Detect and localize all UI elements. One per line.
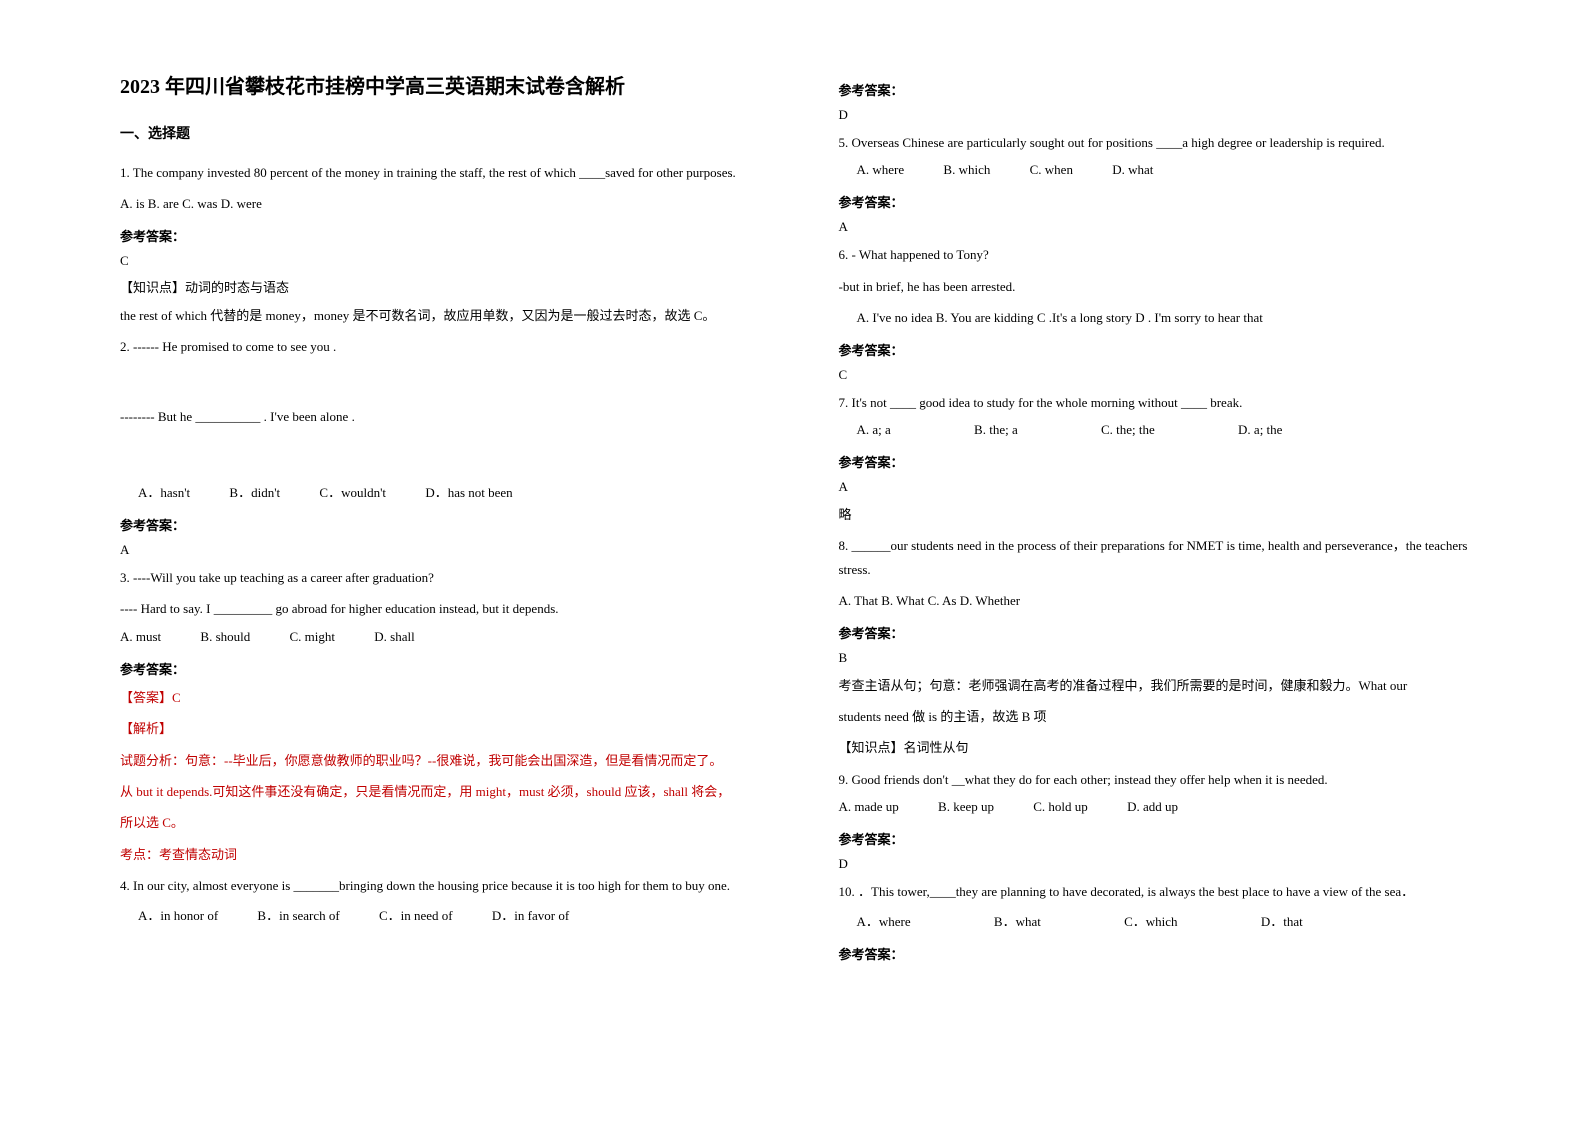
q6-answer: C bbox=[839, 367, 1478, 383]
q7-opt-b: B. the; a bbox=[974, 422, 1018, 438]
q5-answer: A bbox=[839, 219, 1478, 235]
answer-label: 参考答案： bbox=[120, 226, 759, 245]
q9-opt-b: B. keep up bbox=[938, 799, 994, 815]
q5-options: A. where B. which C. when D. what bbox=[839, 162, 1478, 178]
q3-options: A. must B. should C. might D. shall bbox=[120, 629, 759, 645]
answer-label: 参考答案： bbox=[120, 659, 759, 678]
q10-stem: 10. ．This tower,____they are planning to… bbox=[839, 880, 1478, 903]
q7-extra: 略 bbox=[839, 503, 1478, 526]
q3-explain-tag: 【解析】 bbox=[120, 717, 759, 740]
q10-opt-c: C．which bbox=[1124, 911, 1177, 930]
q4-stem: 4. In our city, almost everyone is _____… bbox=[120, 874, 759, 897]
q6-options: A. I've no idea B. You are kidding C .It… bbox=[839, 306, 1478, 329]
q4-opt-a: A．in honor of bbox=[138, 905, 218, 924]
q10-options: A．where B．what C．which D．that bbox=[839, 911, 1478, 930]
q3-line4: 考点：考查情态动词 bbox=[120, 843, 759, 866]
page-title: 2023 年四川省攀枝花市挂榜中学高三英语期末试卷含解析 bbox=[120, 70, 759, 99]
q7-opt-d: D. a; the bbox=[1238, 422, 1282, 438]
q2-options: A．hasn't B．didn't C．wouldn't D．has not b… bbox=[120, 482, 759, 501]
q6-line1: 6. - What happened to Tony? bbox=[839, 243, 1478, 266]
q7-opt-c: C. the; the bbox=[1101, 422, 1155, 438]
answer-label: 参考答案： bbox=[839, 829, 1478, 848]
q9-stem: 9. Good friends don't __what they do for… bbox=[839, 768, 1478, 791]
answer-label: 参考答案： bbox=[839, 944, 1478, 963]
q3-answer-tag: 【答案】C bbox=[120, 686, 759, 709]
q9-options: A. made up B. keep up C. hold up D. add … bbox=[839, 799, 1478, 815]
q8-stem: 8. ______our students need in the proces… bbox=[839, 534, 1478, 581]
q1-explain: the rest of which 代替的是 money，money 是不可数名… bbox=[120, 304, 759, 327]
q3-line2: 从 but it depends.可知这件事还没有确定，只是看情况而定，用 mi… bbox=[120, 780, 759, 803]
answer-label: 参考答案： bbox=[839, 80, 1478, 99]
q5-opt-c: C. when bbox=[1030, 162, 1073, 178]
q5-opt-a: A. where bbox=[857, 162, 905, 178]
q6-line2: -but in brief, he has been arrested. bbox=[839, 275, 1478, 298]
q1-stem: 1. The company invested 80 percent of th… bbox=[120, 161, 759, 184]
answer-label: 参考答案： bbox=[120, 515, 759, 534]
q2-opt-c: C．wouldn't bbox=[319, 482, 386, 501]
q4-opt-c: C．in need of bbox=[379, 905, 453, 924]
q1-options: A. is B. are C. was D. were bbox=[120, 192, 759, 215]
section-heading: 一、选择题 bbox=[120, 123, 759, 143]
q2-answer: A bbox=[120, 542, 759, 558]
q9-opt-c: C. hold up bbox=[1033, 799, 1088, 815]
q5-opt-d: D. what bbox=[1112, 162, 1153, 178]
q2-stem2: -------- But he __________ . I've been a… bbox=[120, 405, 759, 428]
q2-opt-b: B．didn't bbox=[229, 482, 280, 501]
q10-opt-a: A．where bbox=[857, 911, 911, 930]
q9-opt-a: A. made up bbox=[839, 799, 899, 815]
q3-stem2: ---- Hard to say. I _________ go abroad … bbox=[120, 597, 759, 620]
q10-opt-b: B．what bbox=[994, 911, 1041, 930]
q8-options: A. That B. What C. As D. Whether bbox=[839, 589, 1478, 612]
q8-line2: students need 做 is 的主语，故选 B 项 bbox=[839, 705, 1478, 728]
answer-label: 参考答案： bbox=[839, 452, 1478, 471]
q3-opt-a: A. must bbox=[120, 629, 161, 645]
q8-tag: 【知识点】名词性从句 bbox=[839, 736, 1478, 759]
q7-options: A. a; a B. the; a C. the; the D. a; the bbox=[839, 422, 1478, 438]
q10-opt-d: D．that bbox=[1261, 911, 1303, 930]
q7-answer: A bbox=[839, 479, 1478, 495]
q7-opt-a: A. a; a bbox=[857, 422, 891, 438]
q4-opt-d: D．in favor of bbox=[492, 905, 569, 924]
q8-answer: B bbox=[839, 650, 1478, 666]
q3-stem1: 3. ----Will you take up teaching as a ca… bbox=[120, 566, 759, 589]
q3-opt-c: C. might bbox=[290, 629, 336, 645]
q3-opt-d: D. shall bbox=[374, 629, 414, 645]
answer-label: 参考答案： bbox=[839, 623, 1478, 642]
q3-line1: 试题分析：句意：--毕业后，你愿意做教师的职业吗？--很难说，我可能会出国深造，… bbox=[120, 749, 759, 772]
q2-opt-a: A．hasn't bbox=[138, 482, 190, 501]
q1-answer: C bbox=[120, 253, 759, 269]
answer-label: 参考答案： bbox=[839, 192, 1478, 211]
q4-answer: D bbox=[839, 107, 1478, 123]
q9-answer: D bbox=[839, 856, 1478, 872]
q9-opt-d: D. add up bbox=[1127, 799, 1178, 815]
q5-stem: 5. Overseas Chinese are particularly sou… bbox=[839, 131, 1478, 154]
q3-line3: 所以选 C。 bbox=[120, 811, 759, 834]
q4-options: A．in honor of B．in search of C．in need o… bbox=[120, 905, 759, 924]
q8-line1: 考查主语从句；句意：老师强调在高考的准备过程中，我们所需要的是时间，健康和毅力。… bbox=[839, 674, 1478, 697]
q3-opt-b: B. should bbox=[200, 629, 250, 645]
q1-tag: 【知识点】动词的时态与语态 bbox=[120, 277, 759, 296]
q2-stem1: 2. ------ He promised to come to see you… bbox=[120, 335, 759, 358]
q2-opt-d: D．has not been bbox=[425, 482, 512, 501]
answer-label: 参考答案： bbox=[839, 340, 1478, 359]
q7-stem: 7. It's not ____ good idea to study for … bbox=[839, 391, 1478, 414]
q5-opt-b: B. which bbox=[943, 162, 990, 178]
q4-opt-b: B．in search of bbox=[257, 905, 339, 924]
